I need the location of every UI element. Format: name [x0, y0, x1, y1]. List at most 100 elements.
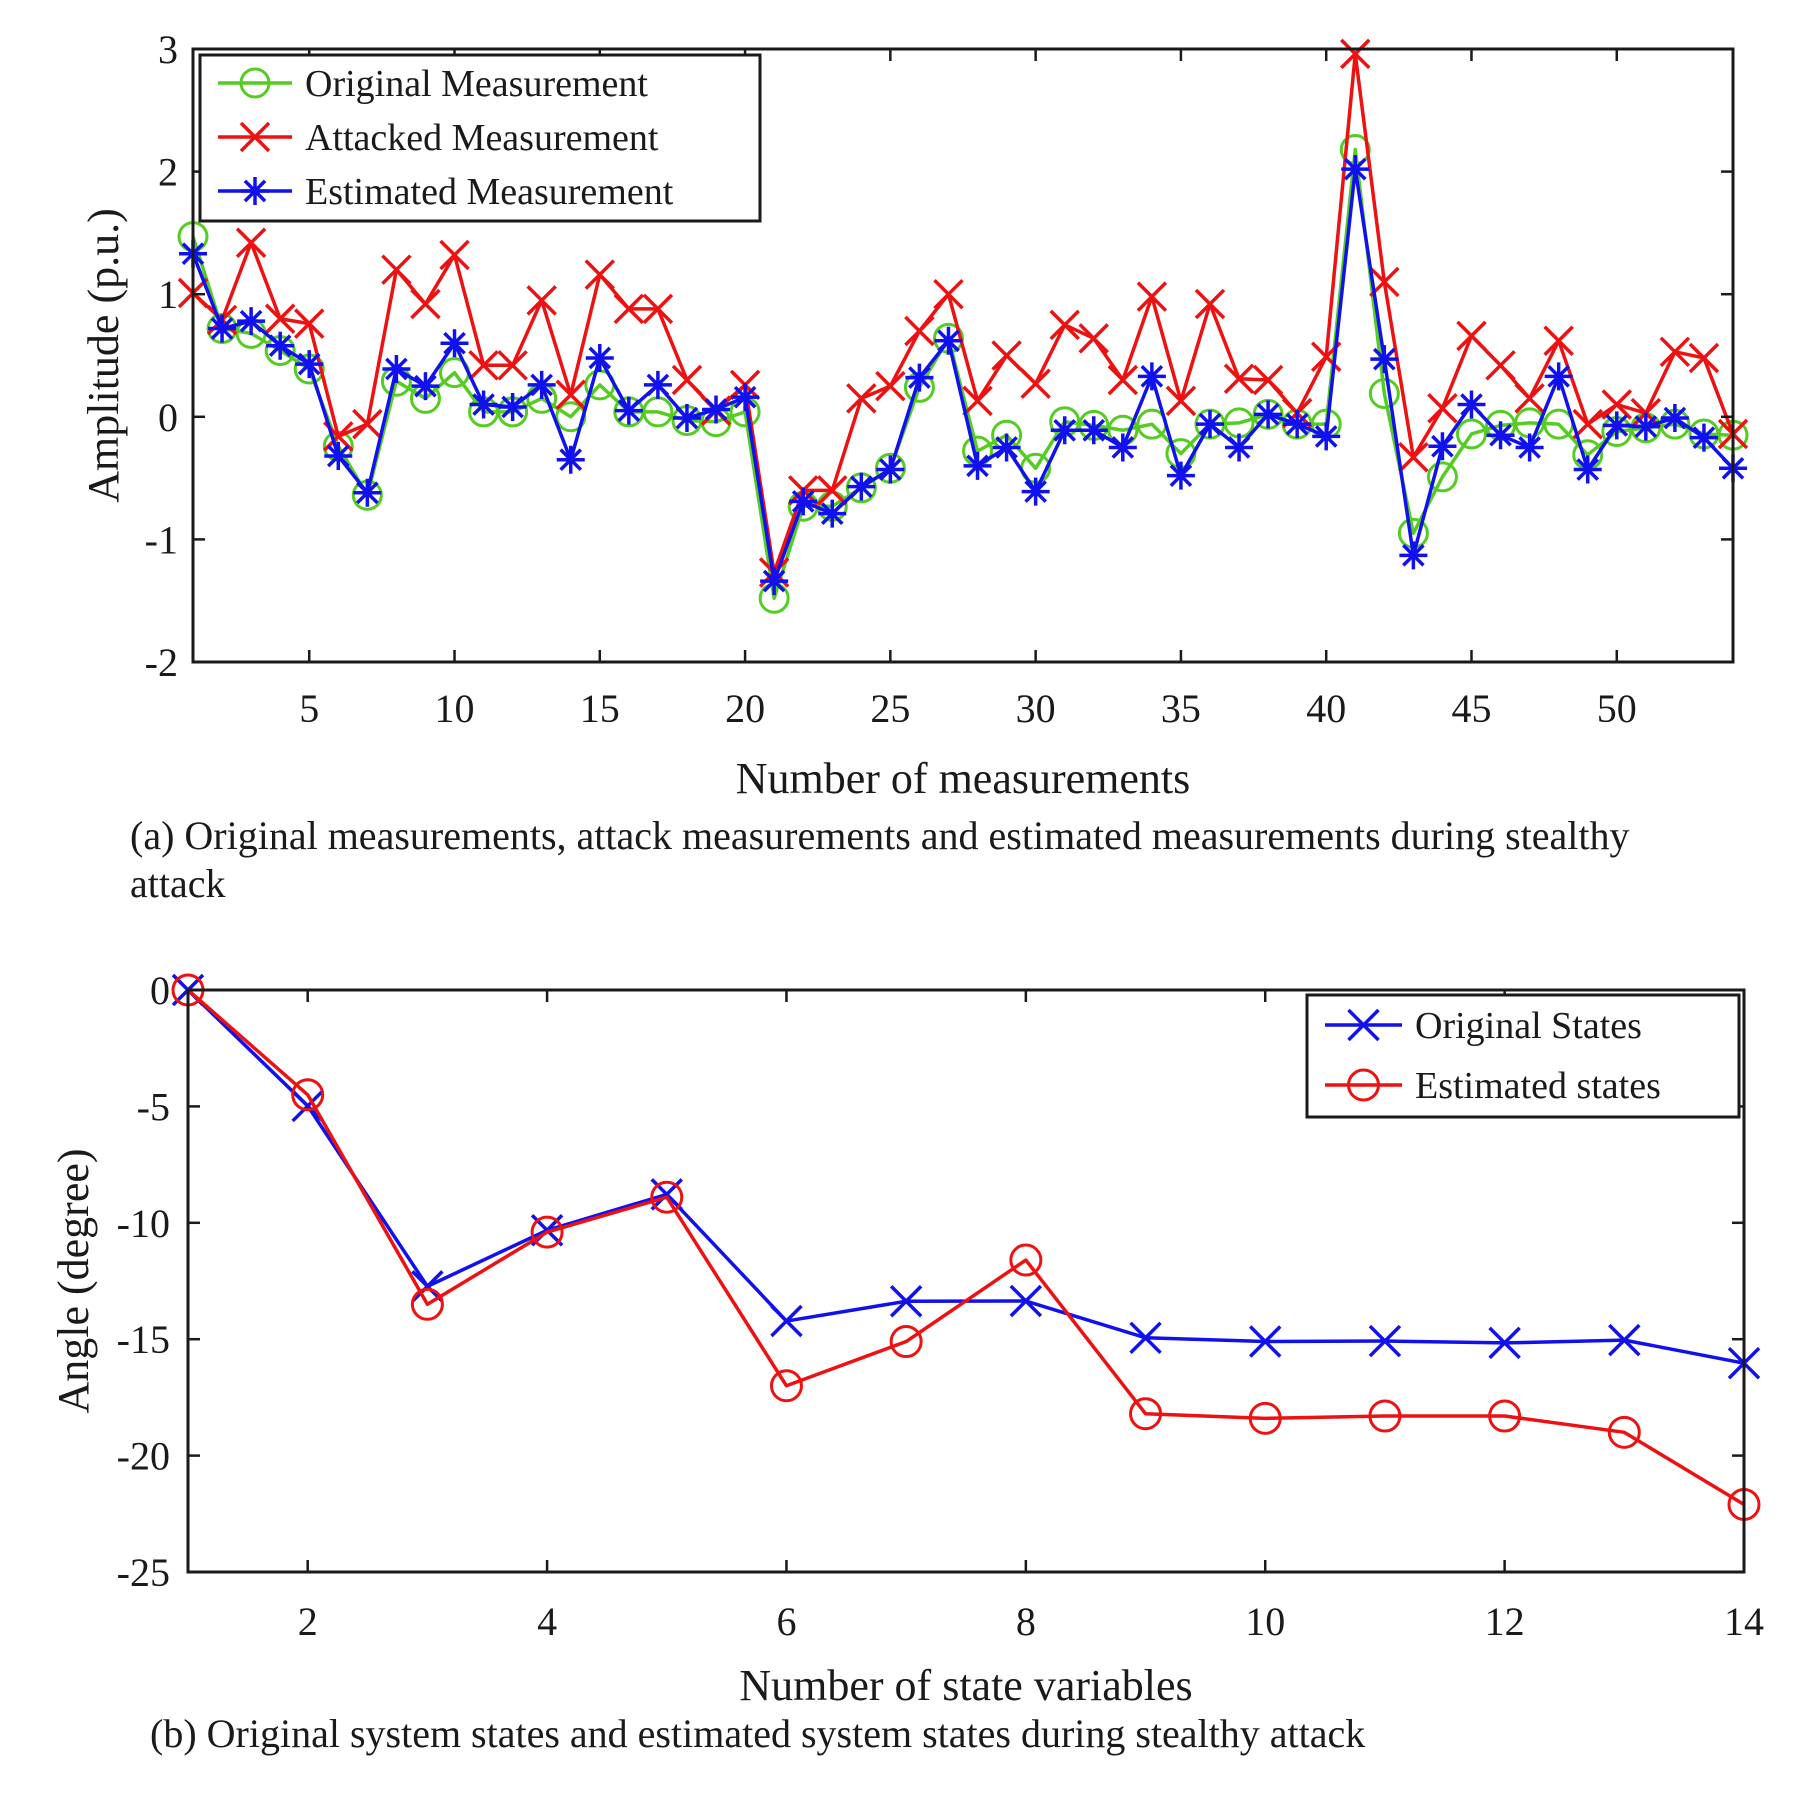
plot-area-a	[191, 47, 1735, 664]
x-tick-label-a: 45	[1451, 686, 1491, 731]
x-tick-label-a: 30	[1016, 686, 1056, 731]
data-point-a-2-17	[642, 293, 674, 325]
x-tick-label-a: 50	[1597, 686, 1637, 731]
x-tick-label-b: 4	[537, 1599, 557, 1644]
data-point-a-3-44	[1428, 432, 1457, 461]
data-point-a-2-31	[1049, 309, 1080, 341]
data-point-b-2-4	[530, 1215, 564, 1249]
data-point-a-3-6	[324, 442, 353, 471]
series-line-b-2	[186, 988, 1745, 1506]
data-point-a-2-48	[1543, 325, 1574, 357]
data-point-a-2-8	[381, 254, 412, 285]
x-tick-label-a: 10	[435, 686, 475, 731]
y-tick-label-a: 3	[158, 27, 178, 72]
data-point-a-2-15	[584, 259, 616, 290]
data-point-a-3-14	[556, 445, 585, 474]
data-point-a-2-45	[1456, 320, 1487, 352]
data-point-a-2-14	[555, 379, 586, 410]
data-point-a-2-3	[235, 227, 267, 258]
y-tick-label-b: -20	[117, 1434, 170, 1479]
data-point-b-1-13	[1608, 1323, 1641, 1357]
x-tick-label-b: 8	[1016, 1599, 1036, 1644]
y-tick-label-a: -2	[145, 640, 178, 685]
data-point-b-2-9	[1129, 1397, 1163, 1431]
data-point-a-3-25	[876, 455, 905, 484]
legend-box-b	[1305, 993, 1741, 1119]
legend-label-a-2: Attacked Measurement	[305, 117, 659, 159]
data-point-a-3-51	[1631, 412, 1660, 441]
data-point-a-3-32	[1079, 416, 1108, 445]
data-point-a-2-35	[1165, 385, 1197, 417]
data-point-b-2-10	[1248, 1401, 1282, 1435]
legend-b: Original States Estimated states	[1305, 993, 1741, 1119]
y-tick-label-b: 0	[150, 968, 170, 1013]
data-point-a-3-23	[818, 499, 847, 528]
data-point-a-3-5	[295, 350, 324, 379]
data-point-b-1-7	[889, 1285, 923, 1318]
data-point-a-3-4	[266, 331, 295, 360]
y-tick-label-b: -5	[137, 1084, 170, 1129]
data-point-a-3-29	[992, 433, 1021, 462]
data-point-a-3-31	[1050, 416, 1079, 445]
data-point-b-1-10	[1248, 1325, 1282, 1358]
series-a-3	[179, 155, 1747, 596]
data-point-a-2-12	[497, 350, 528, 381]
data-point-a-3-10	[440, 329, 469, 358]
data-point-b-1-11	[1368, 1324, 1402, 1358]
x-tick-label-a: 5	[299, 686, 319, 731]
data-point-a-3-48	[1544, 362, 1573, 391]
legend-box-a	[198, 53, 762, 223]
data-point-a-3-27	[934, 326, 963, 355]
data-point-a-3-13	[527, 370, 556, 399]
data-point-b-1-5	[650, 1178, 684, 1211]
data-point-a-3-47	[1515, 433, 1544, 462]
legend-label-b-2: Estimated states	[1415, 1065, 1661, 1107]
data-point-a-3-45	[1457, 390, 1486, 419]
data-point-a-2-26	[904, 315, 935, 347]
data-point-a-3-2	[208, 314, 237, 343]
data-point-a-3-49	[1573, 455, 1602, 484]
data-point-a-2-53	[1688, 342, 1720, 374]
data-point-b-2-11	[1368, 1399, 1402, 1433]
data-point-a-2-34	[1136, 281, 1168, 312]
data-point-a-2-11	[468, 350, 499, 381]
y-tick-label-a: 2	[158, 150, 178, 195]
y-tick-label-a: 0	[158, 395, 178, 440]
data-point-b-1-6	[770, 1304, 803, 1338]
data-point-b-1-12	[1488, 1326, 1521, 1360]
legend-marker-b-2	[1347, 1068, 1380, 1102]
data-point-a-3-36	[1195, 410, 1224, 439]
data-point-a-2-16	[613, 293, 645, 325]
data-point-a-1-45	[1455, 418, 1487, 450]
data-point-b-2-5	[650, 1180, 684, 1214]
data-point-a-3-28	[963, 451, 992, 480]
data-point-a-2-32	[1078, 323, 1109, 354]
data-point-a-3-50	[1602, 411, 1631, 440]
data-point-a-2-10	[439, 239, 470, 271]
legend-marker-a-1	[239, 67, 271, 99]
x-axis-label-b: Number of state variables	[739, 1661, 1192, 1710]
data-point-a-3-21	[760, 567, 789, 596]
legend-a: Original Measurement Attacked Measurement…	[198, 53, 762, 223]
y-tick-label-a: 1	[158, 272, 178, 317]
data-point-a-2-37	[1223, 363, 1255, 395]
x-tick-label-b: 10	[1245, 1599, 1285, 1644]
data-point-b-2-7	[889, 1325, 923, 1359]
data-point-a-2-43	[1398, 442, 1429, 473]
data-point-a-2-5	[293, 308, 325, 339]
data-point-a-3-20	[731, 383, 760, 412]
data-point-a-2-28	[962, 385, 993, 417]
legend-marker-a-2	[239, 121, 271, 153]
data-point-a-2-7	[352, 408, 383, 440]
legend-label-a-3: Estimated Measurement	[305, 171, 674, 213]
y-tick-label-a: -1	[145, 517, 178, 562]
data-point-a-2-36	[1194, 288, 1226, 320]
x-axis-label-a: Number of measurements	[736, 754, 1191, 803]
legend-label-a-1: Original Measurement	[305, 63, 648, 105]
data-point-b-2-13	[1607, 1415, 1641, 1449]
x-tick-label-b: 12	[1485, 1599, 1525, 1644]
data-point-a-3-43	[1399, 541, 1428, 570]
legend-marker-a-3	[241, 177, 269, 205]
plot-area-b	[186, 988, 1746, 1574]
